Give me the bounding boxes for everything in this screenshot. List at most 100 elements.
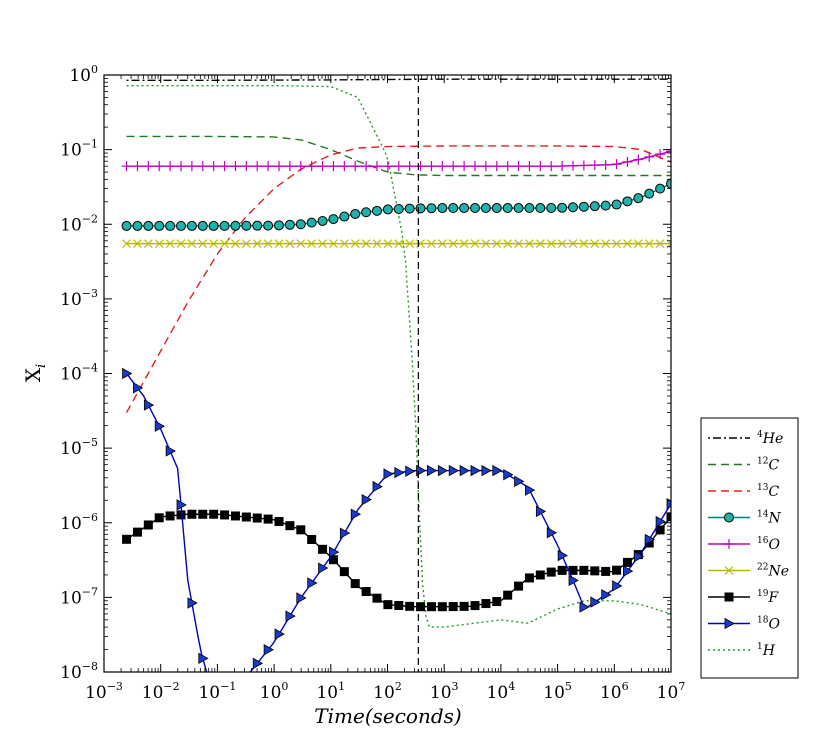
marker-16O bbox=[165, 161, 176, 172]
marker-14N bbox=[154, 220, 165, 231]
marker-19F bbox=[132, 527, 142, 537]
series-line-13C bbox=[125, 145, 671, 413]
marker-19F bbox=[416, 602, 426, 612]
marker-22Ne bbox=[209, 239, 219, 249]
marker-19F bbox=[274, 517, 284, 527]
marker-19F bbox=[230, 511, 240, 521]
marker-16O bbox=[611, 159, 622, 170]
marker-14N bbox=[546, 203, 557, 214]
marker-22Ne bbox=[361, 239, 371, 249]
marker-19F bbox=[579, 565, 589, 575]
series-22Ne bbox=[122, 239, 671, 249]
marker-22Ne bbox=[405, 239, 415, 249]
marker-22Ne bbox=[492, 239, 502, 249]
marker-18O bbox=[459, 464, 470, 477]
legend-label: 22Ne bbox=[757, 563, 789, 580]
legend-entry-22Ne: 22Ne bbox=[708, 563, 789, 580]
marker-22Ne bbox=[165, 239, 175, 249]
marker-22Ne bbox=[318, 239, 327, 249]
series-1H bbox=[126, 84, 671, 628]
marker-14N bbox=[197, 220, 208, 231]
marker-19F bbox=[187, 509, 197, 519]
marker-14N bbox=[263, 220, 274, 231]
legend-label: 4He bbox=[757, 430, 783, 447]
legend-marker bbox=[724, 617, 735, 630]
marker-14N bbox=[600, 200, 611, 211]
marker-18O bbox=[274, 628, 285, 640]
marker-19F bbox=[503, 590, 513, 600]
marker-14N bbox=[339, 211, 350, 222]
x-tick-label: 103 bbox=[430, 680, 459, 703]
marker-14N bbox=[535, 203, 546, 214]
marker-16O bbox=[230, 161, 241, 172]
marker-18O bbox=[318, 562, 329, 574]
marker-16O bbox=[644, 151, 655, 162]
marker-16O bbox=[546, 161, 557, 172]
marker-14N bbox=[219, 220, 230, 231]
marker-19F bbox=[405, 601, 415, 611]
marker-16O bbox=[633, 154, 644, 165]
marker-14N bbox=[295, 219, 306, 230]
marker-16O bbox=[361, 161, 372, 172]
marker-16O bbox=[513, 161, 524, 172]
marker-16O bbox=[197, 161, 208, 172]
marker-19F bbox=[612, 565, 622, 575]
marker-18O bbox=[557, 549, 568, 562]
marker-22Ne bbox=[122, 239, 131, 249]
marker-19F bbox=[470, 601, 480, 611]
y-tick-label: 10−3 bbox=[60, 287, 98, 310]
marker-22Ne bbox=[612, 239, 621, 249]
marker-22Ne bbox=[383, 239, 393, 249]
marker-18O bbox=[241, 671, 244, 672]
marker-18O bbox=[579, 601, 590, 613]
marker-16O bbox=[480, 161, 491, 172]
marker-22Ne bbox=[459, 239, 469, 249]
marker-14N bbox=[176, 220, 187, 231]
marker-22Ne bbox=[296, 239, 306, 249]
marker-14N bbox=[437, 203, 448, 214]
marker-22Ne bbox=[198, 239, 208, 249]
y-axis-label: Xi bbox=[21, 364, 49, 382]
marker-16O bbox=[535, 161, 546, 172]
marker-18O bbox=[470, 464, 481, 477]
marker-22Ne bbox=[252, 239, 262, 249]
marker-18O bbox=[133, 382, 144, 394]
marker-18O bbox=[154, 420, 166, 432]
marker-22Ne bbox=[623, 239, 632, 249]
marker-22Ne bbox=[329, 239, 338, 249]
marker-18O bbox=[350, 508, 362, 520]
marker-16O bbox=[121, 161, 132, 172]
marker-18O bbox=[568, 574, 579, 587]
marker-19F bbox=[644, 538, 654, 548]
marker-14N bbox=[121, 220, 132, 231]
series-19F bbox=[122, 509, 671, 612]
marker-19F bbox=[394, 600, 404, 610]
marker-14N bbox=[230, 220, 241, 231]
legend-label: 14N bbox=[757, 510, 781, 527]
marker-18O bbox=[361, 494, 372, 506]
marker-18O bbox=[307, 577, 318, 589]
marker-22Ne bbox=[274, 239, 284, 249]
legend-marker bbox=[724, 566, 734, 575]
marker-14N bbox=[317, 215, 328, 226]
marker-19F bbox=[448, 602, 458, 612]
marker-18O bbox=[405, 465, 416, 477]
marker-14N bbox=[143, 220, 154, 231]
legend-label: 18O bbox=[757, 616, 780, 633]
marker-14N bbox=[404, 203, 415, 214]
marker-18O bbox=[666, 498, 671, 510]
marker-18O bbox=[176, 499, 187, 511]
marker-22Ne bbox=[220, 239, 229, 249]
marker-16O bbox=[666, 146, 671, 157]
marker-14N bbox=[328, 214, 339, 225]
marker-19F bbox=[666, 512, 671, 522]
marker-19F bbox=[557, 565, 567, 575]
marker-16O bbox=[132, 161, 143, 172]
marker-16O bbox=[295, 161, 306, 172]
marker-14N bbox=[361, 207, 372, 218]
legend-entry-4He: 4He bbox=[708, 430, 783, 447]
marker-22Ne bbox=[350, 239, 360, 249]
x-tick-label: 106 bbox=[600, 680, 629, 703]
marker-22Ne bbox=[655, 239, 665, 249]
